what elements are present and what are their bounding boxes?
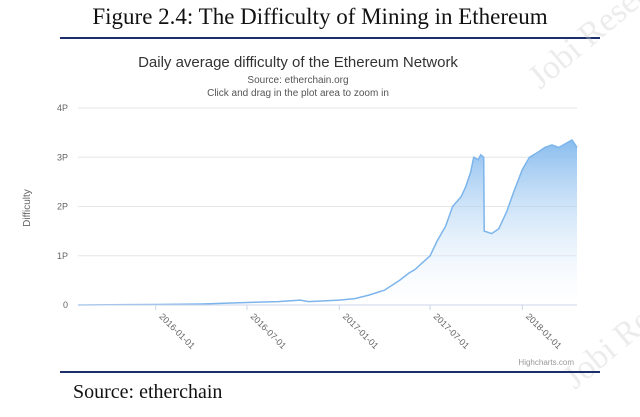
difficulty-series-line[interactable]	[77, 139, 578, 306]
chart-subtitle: Source: etherchain.org	[247, 75, 348, 86]
x-tick-label: 2017-01-01	[341, 311, 381, 351]
y-tick-label: 2P	[57, 202, 68, 212]
x-tick-label: 2017-07-01	[432, 311, 472, 351]
title-rule	[60, 37, 600, 39]
zoom-hint: Click and drag in the plot area to zoom …	[207, 88, 389, 99]
chart-title: Daily average difficulty of the Ethereum…	[138, 54, 458, 71]
difficulty-area-fill[interactable]	[78, 140, 577, 305]
y-tick-label: 4P	[57, 103, 68, 113]
y-tick-label: 0	[63, 300, 68, 310]
y-tick-label: 1P	[57, 251, 68, 261]
figure-title: Figure 2.4: The Difficulty of Mining in …	[92, 4, 548, 29]
x-tick-label: 2016-01-01	[157, 311, 197, 351]
y-axis-label: Difficulty	[22, 189, 33, 227]
highcharts-credit[interactable]: Highcharts.com	[518, 358, 574, 367]
x-tick-label: 2018-01-01	[524, 311, 564, 351]
plot-area[interactable]	[77, 139, 578, 306]
source-rule	[60, 371, 600, 373]
y-tick-label: 3P	[57, 152, 68, 162]
figure-source: Source: etherchain	[73, 381, 223, 403]
watermark-text: Jobi Research	[521, 0, 640, 96]
x-tick-label: 2016-07-01	[249, 311, 289, 351]
